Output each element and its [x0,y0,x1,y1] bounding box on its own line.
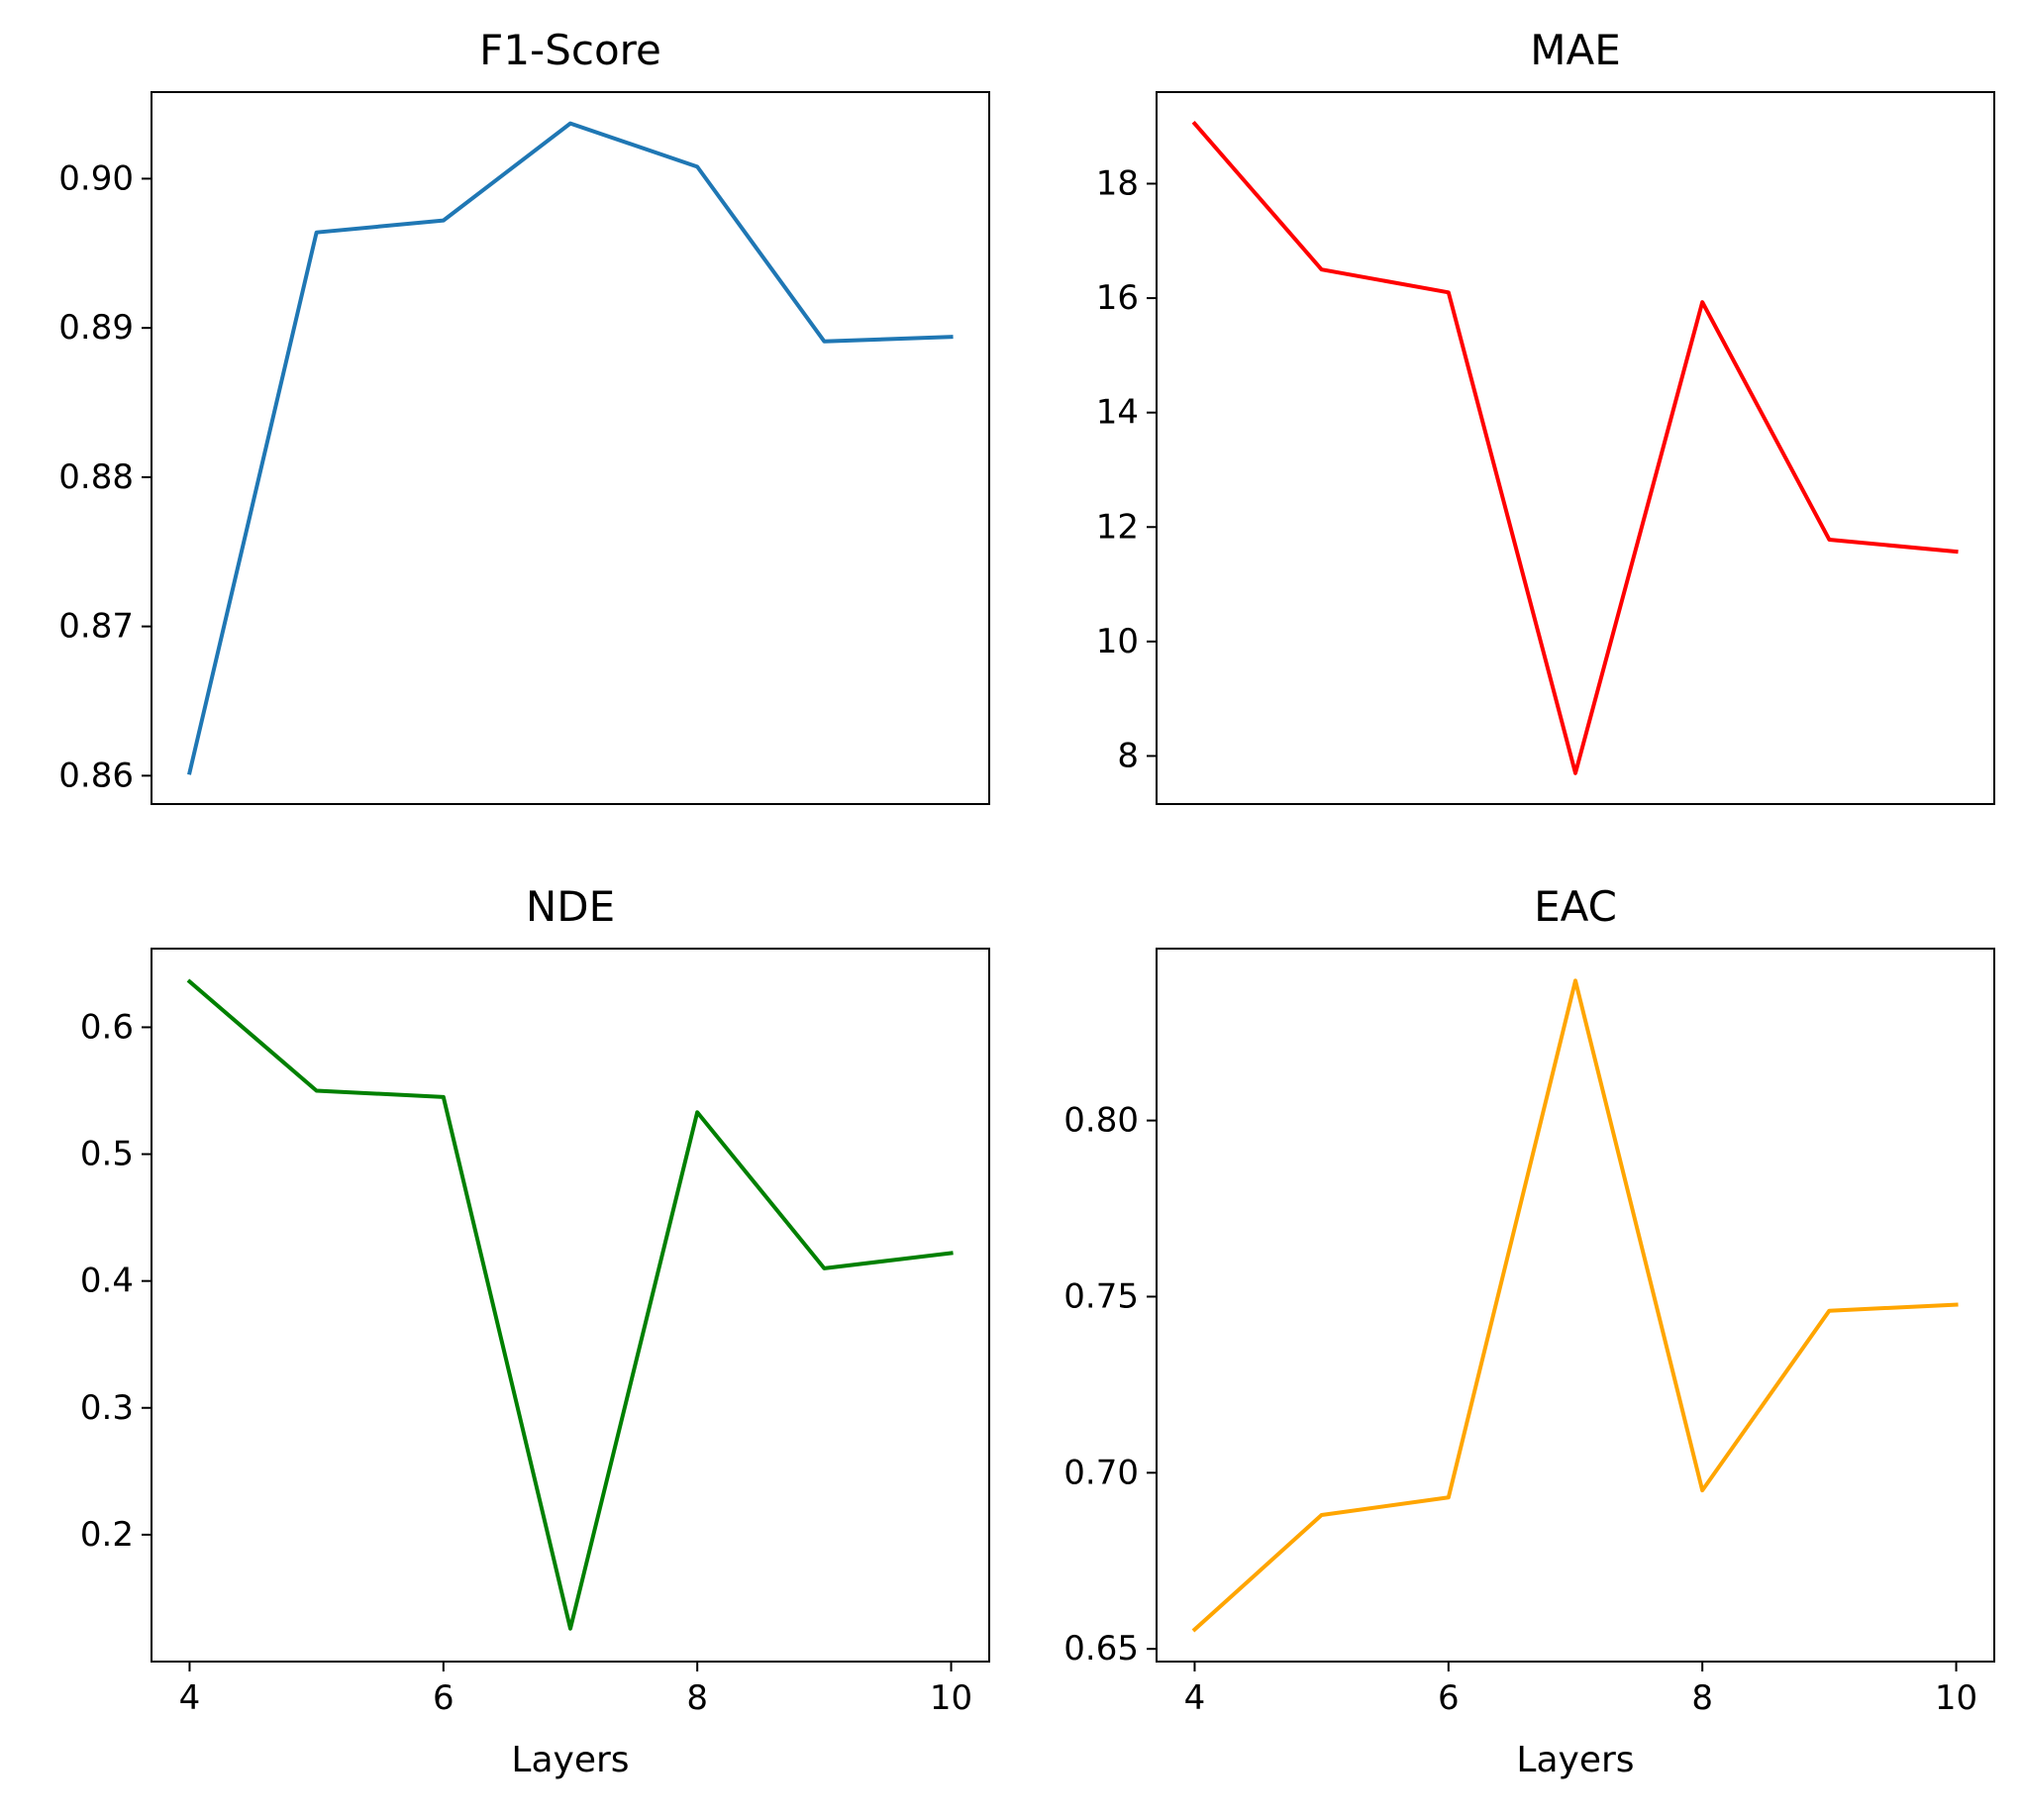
axes-frame-eac [1156,948,1995,1663]
chart-title-f1-score: F1-Score [479,26,661,74]
x-tick-label: 10 [930,1678,972,1718]
series-line-mae [1191,120,1959,775]
y-tick-label: 0.90 [58,158,134,198]
y-tick-label: 0.5 [80,1135,134,1174]
y-tick-label: 0.86 [58,756,134,795]
series-line-f1-score [187,121,954,775]
series-line-eac [1191,978,1959,1633]
y-tick-label: 0.87 [58,607,134,647]
panel-nde: 0.2 0.3 0.4 0.5 0.6 4 6 8 10 NDE Layers [80,882,990,1780]
panel-eac: 0.65 0.70 0.75 0.80 4 6 8 10 EAC Layers [1063,882,1995,1780]
axes-frame-mae [1156,91,1995,805]
chart-title-nde: NDE [526,882,615,931]
x-tick-label: 6 [1438,1678,1460,1718]
y-tick-label: 0.70 [1063,1453,1139,1492]
axes-frame-nde [151,948,990,1663]
y-tick-label: 0.2 [80,1515,134,1555]
y-tick-label: 12 [1096,507,1139,547]
x-tick-label: 6 [433,1678,455,1718]
panel-f1-score: 0.86 0.87 0.88 0.89 0.90 F1-Score [58,26,990,805]
x-axis-label: Layers [1516,1740,1634,1780]
y-tick-label: 0.6 [80,1007,134,1047]
x-tick-label: 4 [179,1678,201,1718]
chart-title-eac: EAC [1534,882,1617,931]
x-tick-label: 8 [686,1678,708,1718]
y-tick-label: 0.80 [1063,1101,1139,1141]
y-tick-label: 0.88 [58,457,134,497]
y-tick-label: 18 [1096,163,1139,203]
series-line-nde [186,978,954,1631]
x-tick-label: 4 [1184,1678,1206,1718]
y-tick-label: 0.4 [80,1262,134,1301]
panel-mae: 8 10 12 14 16 18 MAE [1096,26,1995,805]
y-tick-label: 16 [1096,278,1139,318]
chart-title-mae: MAE [1530,26,1621,74]
x-tick-label: 8 [1691,1678,1713,1718]
y-tick-label: 0.75 [1063,1276,1139,1316]
y-tick-label: 14 [1096,393,1139,433]
y-tick-label: 10 [1096,622,1139,661]
y-tick-label: 0.89 [58,308,134,348]
axes-frame-f1-score [151,91,990,805]
y-tick-label: 8 [1117,736,1139,775]
x-tick-label: 10 [1935,1678,1977,1718]
x-axis-label: Layers [511,1740,629,1780]
y-tick-label: 0.65 [1063,1629,1139,1668]
y-tick-label: 0.3 [80,1388,134,1428]
